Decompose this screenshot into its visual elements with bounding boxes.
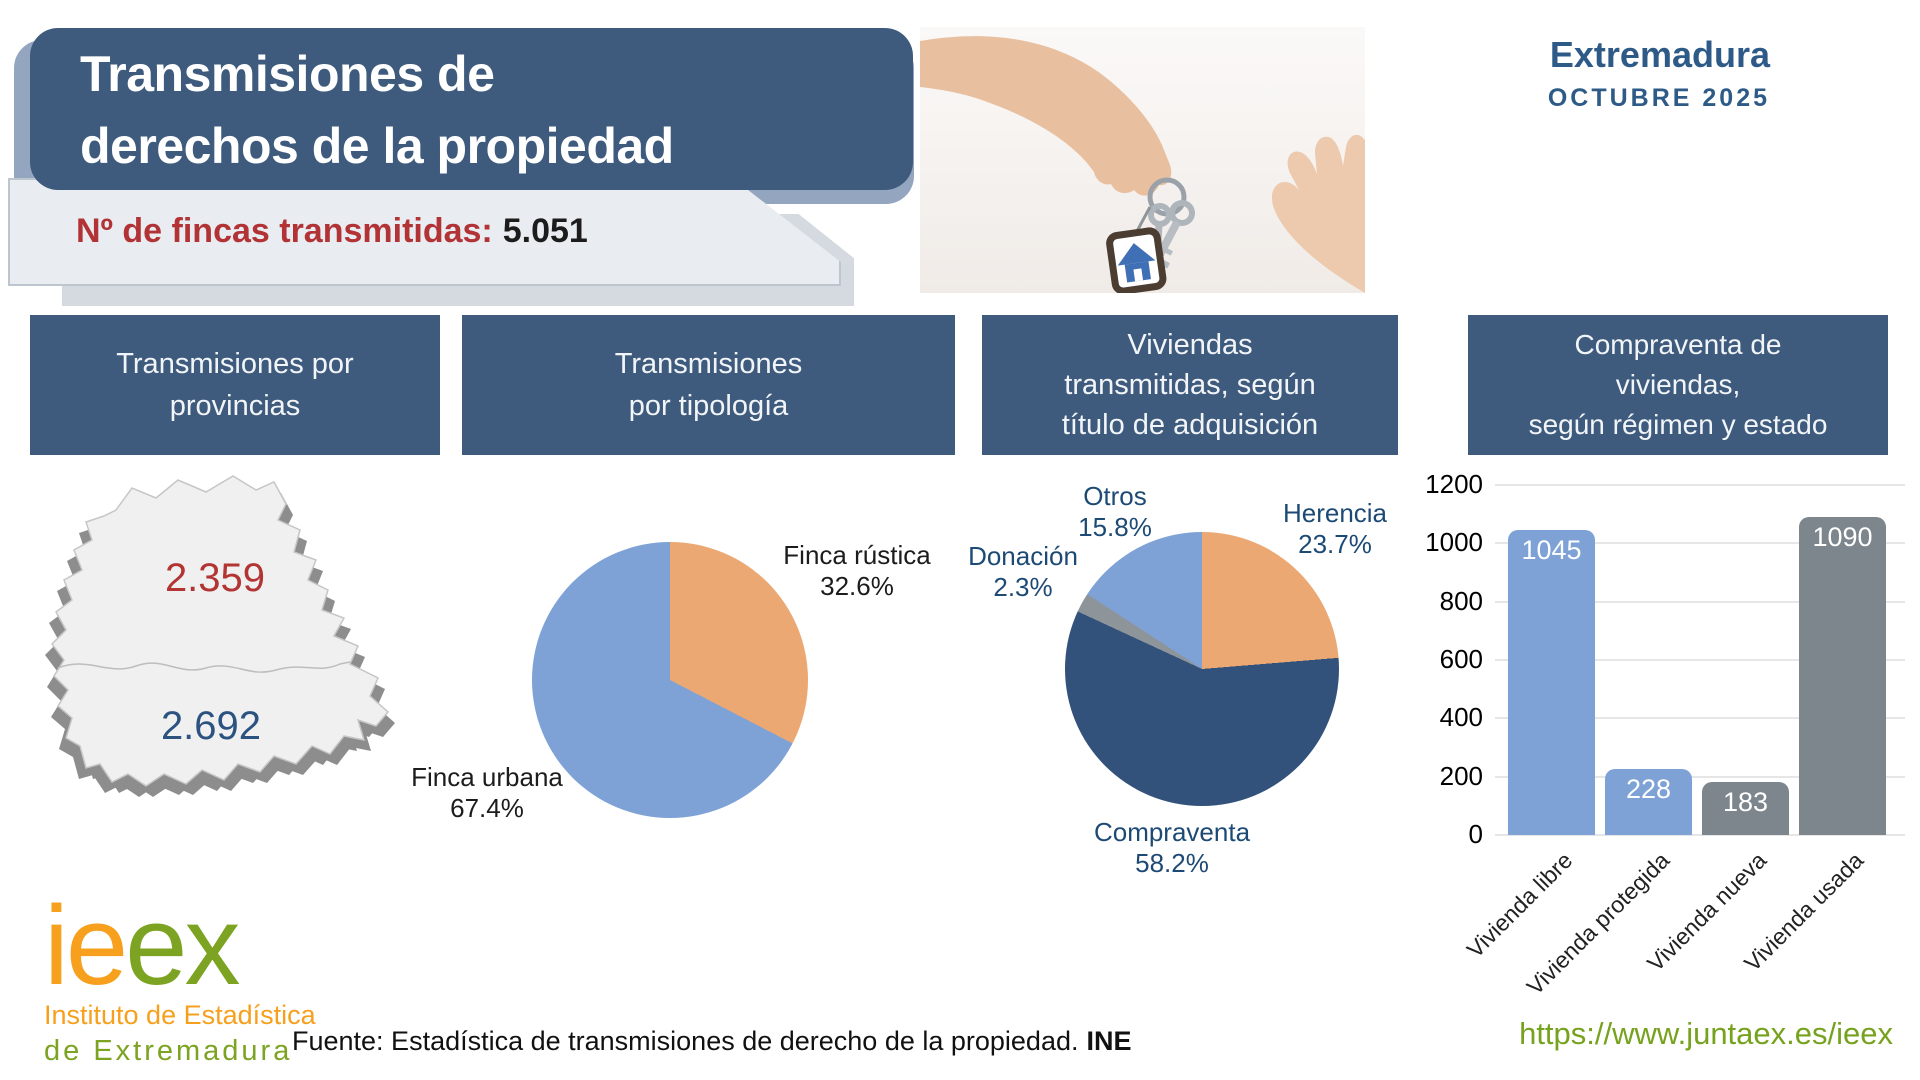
pie-label-herencia: Herencia 23.7% <box>1235 498 1435 560</box>
y-axis-tick: 1200 <box>1425 469 1483 499</box>
extremadura-map-svg <box>45 475 395 797</box>
section-header-line: Transmisiones por <box>116 348 354 380</box>
section-header-line: por tipología <box>628 390 789 422</box>
slice-label: Otros <box>1083 481 1147 511</box>
bar-value-label: 1090 <box>1812 522 1873 553</box>
bar-vivienda-usada: 1090 <box>1799 517 1886 835</box>
paper-front-layer <box>8 178 841 286</box>
y-axis-tick: 600 <box>1439 644 1483 674</box>
section-header-line: título de adquisición <box>1061 409 1319 441</box>
page-title-line2: derechos de la propiedad <box>80 118 674 174</box>
category-label: Vivienda protegida <box>1521 847 1675 1000</box>
bar-vivienda-nueva: 183 <box>1702 781 1789 835</box>
y-axis-tick: 200 <box>1439 760 1483 791</box>
gridline <box>1495 484 1905 486</box>
logo-word-green: ex <box>125 883 240 1008</box>
bar-plot: 0 200 400 600 800 1000 1200 1045 Vivienda libre 2… <box>1425 469 1905 1000</box>
page-title: Transmisiones de derechos de la propieda… <box>30 28 913 190</box>
logo-word-orange: ie <box>44 883 128 1008</box>
slice-pct: 23.7% <box>1298 529 1372 559</box>
giving-hand <box>920 36 1172 196</box>
section-header-tipologia: Transmisiones por tipología <box>462 315 955 455</box>
gridline <box>1495 775 1905 778</box>
bar-value-label: 228 <box>1625 773 1672 804</box>
total-fincas-value: 5.051 <box>502 212 588 250</box>
bar-vivienda-libre: 1045 <box>1508 530 1595 835</box>
bar-value-label: 183 <box>1722 786 1769 817</box>
region-block: Extremadura OCTUBRE 2025 <box>1440 34 1770 113</box>
bar-vivienda-protegida: 228 <box>1605 768 1692 835</box>
caceres-value: 2.359 <box>164 556 266 600</box>
region-name: Extremadura <box>1549 34 1770 75</box>
slice-pct: 15.8% <box>1078 512 1152 542</box>
section-header-line: según régimen y estado <box>1528 409 1828 440</box>
section-header-line: Transmisiones <box>614 348 803 380</box>
y-axis-tick: 800 <box>1439 585 1483 616</box>
pie-label-finca-rustica: Finca rústica 32.6% <box>757 540 957 602</box>
y-axis-tick: 0 <box>1468 819 1483 849</box>
map-surface <box>51 475 390 787</box>
page-title-line1: Transmisiones de <box>80 46 495 102</box>
ieex-logo-line2: de Extremadura <box>44 1035 293 1067</box>
gridline <box>1495 659 1905 661</box>
category-label: Vivienda nueva <box>1642 847 1772 977</box>
section-header-line: Viviendas <box>1127 329 1253 361</box>
keys-handover-photo <box>920 27 1365 295</box>
section-header-line: provincias <box>169 390 301 422</box>
category-label: Vivienda libre <box>1461 847 1578 963</box>
y-axis-tick: 400 <box>1439 702 1483 733</box>
section-header-line: transmitidas, según <box>1064 369 1316 401</box>
source-text: Fuente: Estadística de transmisiones de … <box>292 1026 1079 1056</box>
ieex-logo: ieex Instituto de Estadística de Extrema… <box>44 890 316 1068</box>
badajoz-value: 2.692 <box>160 704 262 748</box>
gridline <box>1495 834 1905 836</box>
source-ine: INE <box>1086 1026 1132 1056</box>
gridline <box>1495 600 1905 603</box>
slice-label: Donación <box>968 541 1078 571</box>
total-fincas: Nº de fincas transmitidas: 5.051 <box>76 212 588 251</box>
keys-handover-illustration <box>920 27 1365 295</box>
slice-pct: 58.2% <box>1135 848 1209 878</box>
receiving-hand <box>1271 134 1365 293</box>
slice-pct: 32.6% <box>820 571 894 601</box>
slice-label: Finca rústica <box>783 540 931 570</box>
pie-tipologia <box>532 542 808 818</box>
pie-label-finca-urbana: Finca urbana 67.4% <box>387 762 587 824</box>
pie-label-otros: Otros 15.8% <box>1015 481 1215 543</box>
section-header-titulo-adquisicion: Viviendas transmitidas, según título de … <box>982 315 1398 455</box>
total-fincas-label: Nº de fincas transmitidas: <box>76 212 493 250</box>
pie-label-compraventa: Compraventa 58.2% <box>1072 817 1272 879</box>
slice-label: Finca urbana <box>411 762 563 792</box>
ieex-logo-line1: Instituto de Estadística <box>44 1000 316 1030</box>
bar-value-label: 1045 <box>1521 535 1582 566</box>
extremadura-map <box>28 468 413 828</box>
section-header-provincias: Transmisiones por provincias <box>30 315 440 455</box>
section-header-line: viviendas, <box>1615 369 1741 400</box>
pie-titulo-adquisicion <box>1065 532 1339 806</box>
slice-label: Herencia <box>1282 498 1388 528</box>
pie-label-donacion: Donación 2.3% <box>923 541 1123 603</box>
section-header-regimen-estado: Compraventa de viviendas, según régimen … <box>1468 315 1888 455</box>
house-keychain-icon <box>1106 227 1167 295</box>
slice-pct: 67.4% <box>450 793 524 823</box>
category-label: Vivienda usada <box>1739 847 1869 977</box>
region-period: OCTUBRE 2025 <box>1547 84 1770 112</box>
gridline <box>1495 717 1905 720</box>
ieex-logo-word: ieex <box>44 890 316 1002</box>
slice-pct: 2.3% <box>993 572 1053 602</box>
gridline <box>1495 542 1905 545</box>
y-axis-tick: 1000 <box>1425 527 1483 558</box>
province-border <box>57 661 351 673</box>
slice-label: Compraventa <box>1093 817 1251 847</box>
keychain-link <box>1134 206 1152 234</box>
section-header-line: Compraventa de <box>1574 329 1782 360</box>
ieex-url-link[interactable]: https://www.juntaex.es/ieex <box>1519 1016 1893 1051</box>
source-line: Fuente: Estadística de transmisiones de … <box>292 1026 1132 1057</box>
